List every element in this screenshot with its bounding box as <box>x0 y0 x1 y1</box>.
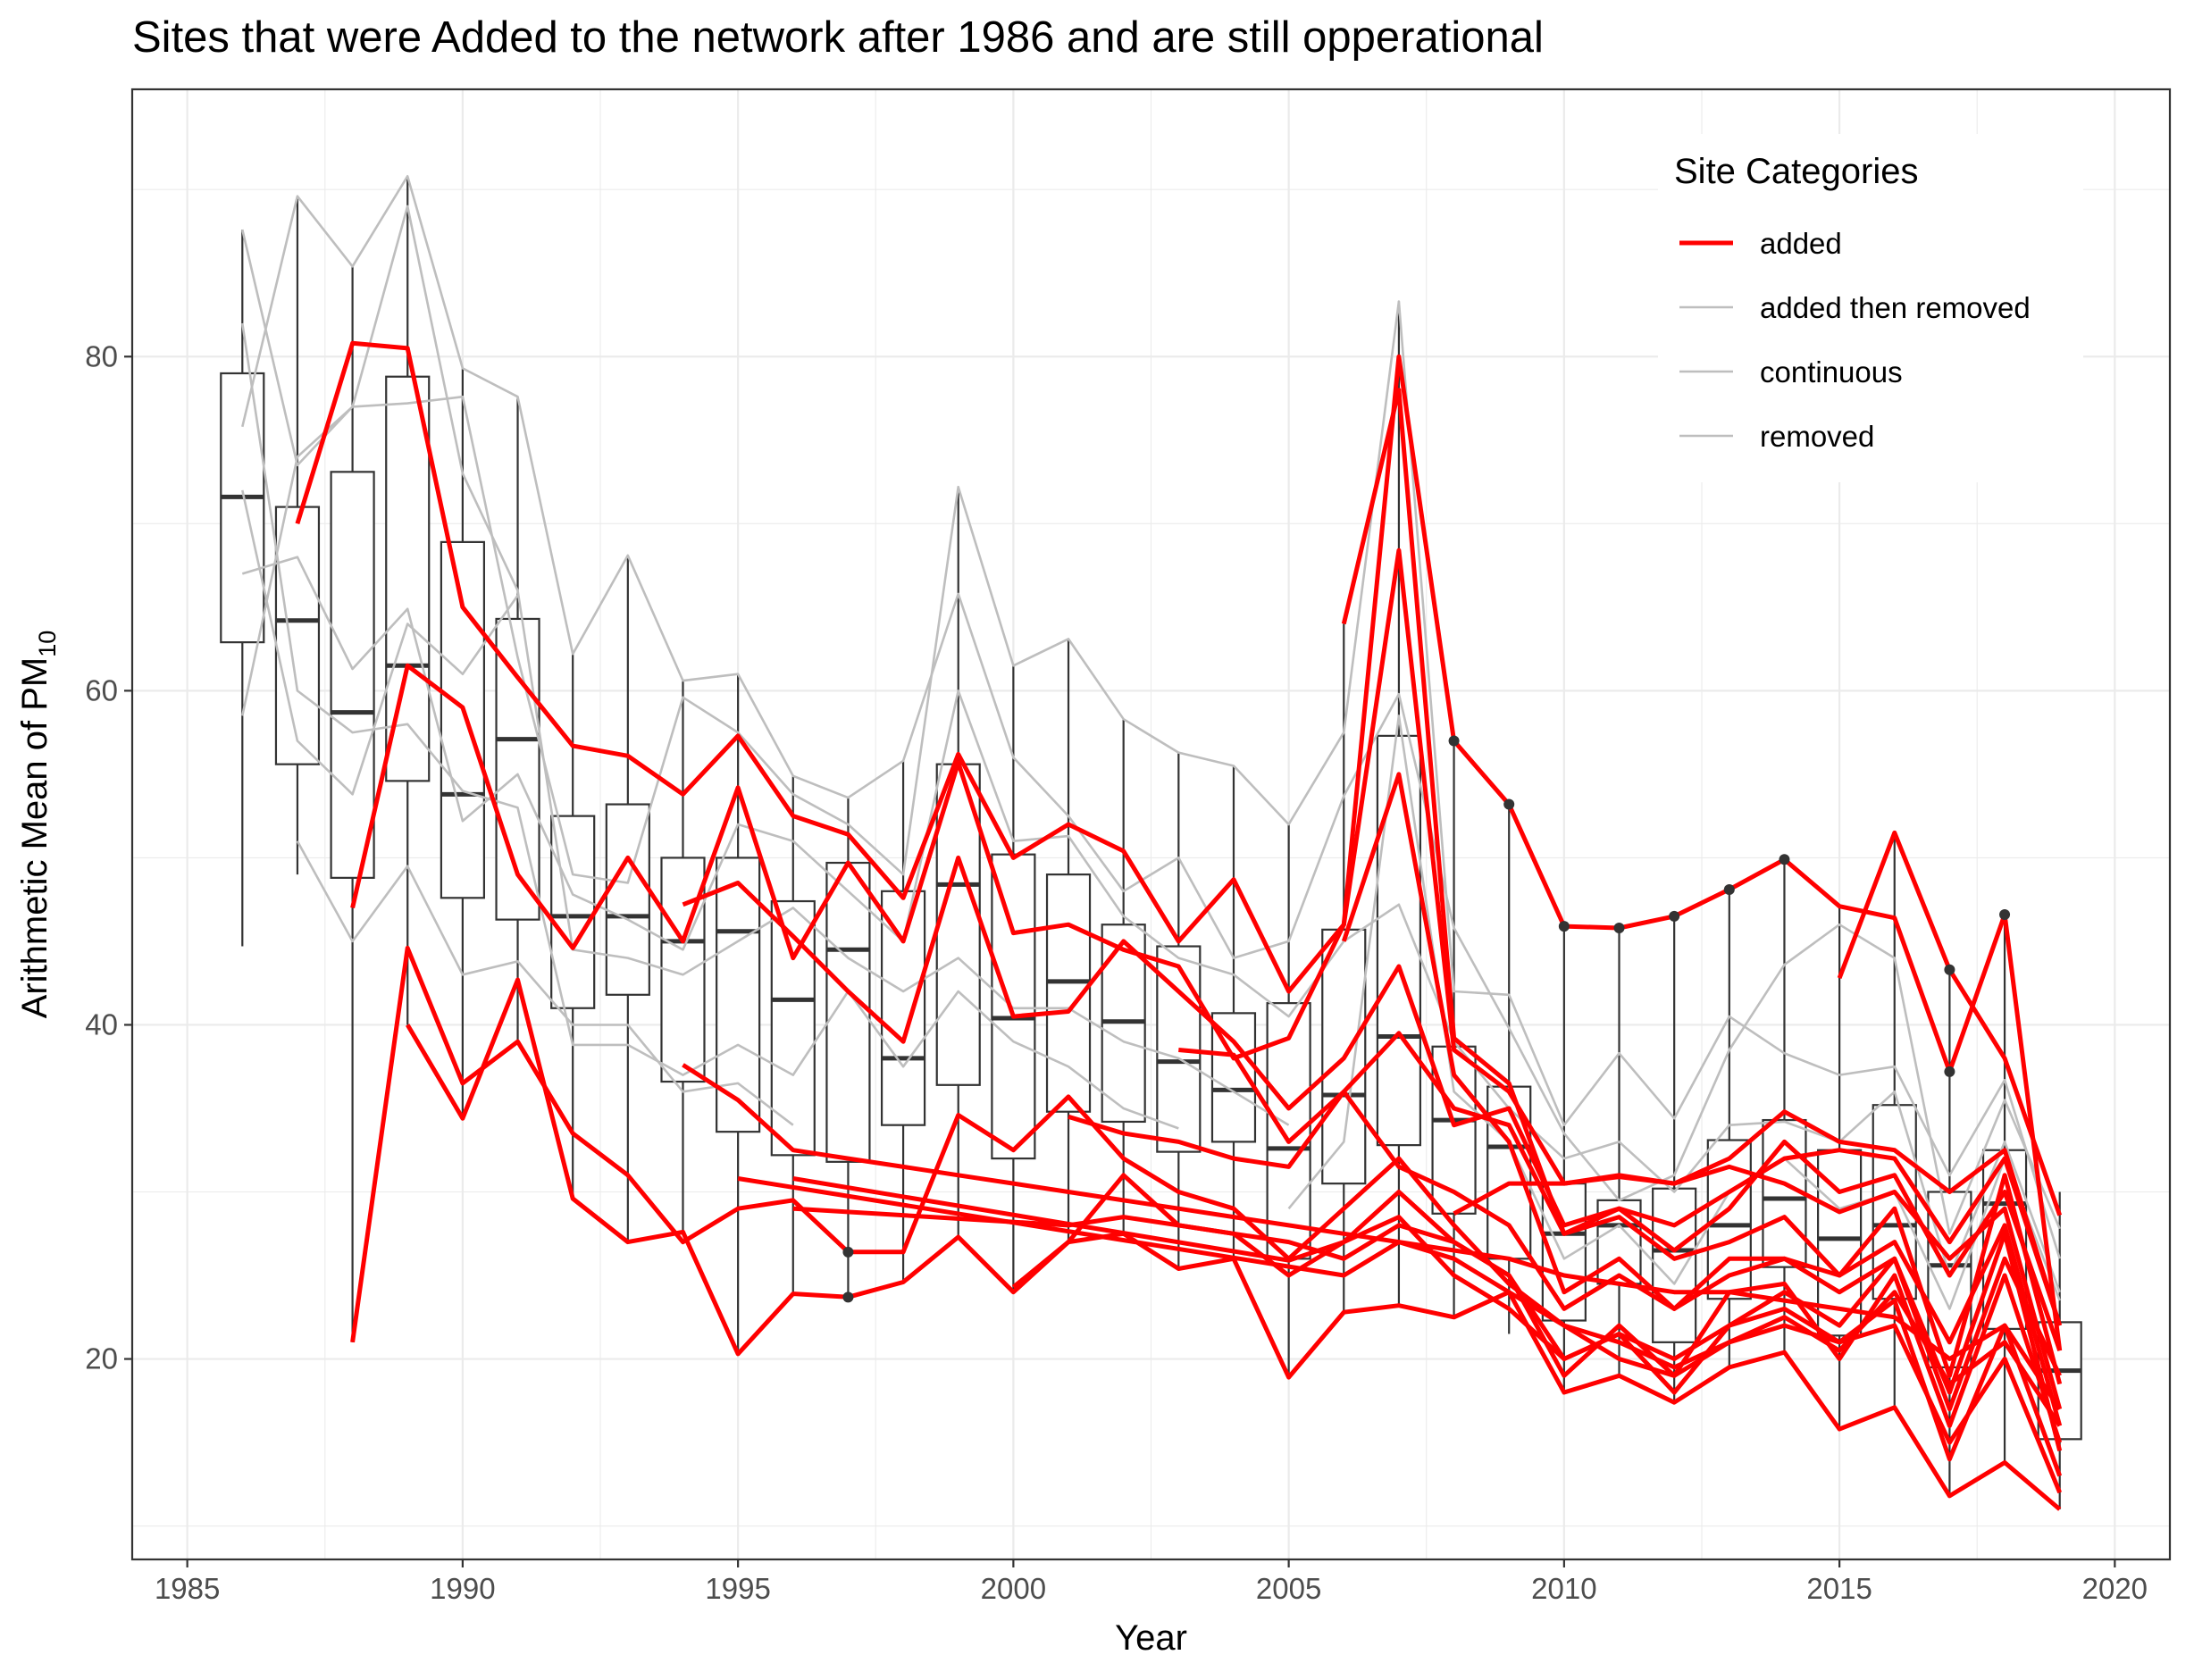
legend: Site Categories added added then removed c… <box>1658 134 2083 482</box>
boxplot-1993 <box>605 555 650 1242</box>
series-line-added-12 <box>1178 1048 2063 1427</box>
boxplot-box <box>880 890 926 1126</box>
outlier-point <box>1558 921 1570 932</box>
boxplot-1992 <box>550 654 596 1199</box>
legend-label-added: added <box>1760 227 1842 260</box>
boxplot-box <box>220 372 265 644</box>
series-line-added-5 <box>682 855 2063 1326</box>
boxplot-2001 <box>1045 639 1092 1242</box>
boxplot-box <box>1210 1012 1257 1143</box>
y-axis-title-main: Arithmetic Mean of PM <box>15 657 54 1019</box>
boxplot-1986 <box>220 230 265 947</box>
y-tick-label: 80 <box>85 339 118 372</box>
series-line-added-11 <box>1011 1173 2063 1452</box>
boxplot-2000 <box>991 665 1036 1292</box>
boxplot-1994 <box>660 681 706 1233</box>
x-axis-title: Year <box>1115 1618 1187 1658</box>
boxplot-box <box>330 471 375 879</box>
y-tick-label: 20 <box>85 1342 118 1375</box>
boxplot-box <box>440 540 485 899</box>
boxplot-2011 <box>1596 927 1642 1376</box>
series-line-other-3 <box>241 556 2061 1293</box>
outlier-point <box>1944 964 1955 975</box>
x-tick-label: 1995 <box>705 1572 770 1605</box>
legend-label-continuous: continuous <box>1760 355 1903 389</box>
chart-title: Sites that were Added to the network aft… <box>132 13 1544 62</box>
outlier-point <box>1448 735 1460 747</box>
y-axis-title: Arithmetic Mean of PM10 <box>15 631 61 1019</box>
series-line-other-7 <box>241 489 519 796</box>
series-line-added-13 <box>1341 388 2063 1385</box>
series-line-added-1 <box>295 340 2063 1351</box>
series-line-other-2 <box>241 175 2061 1235</box>
legend-entries: added added then removed continuous removed <box>1679 227 2031 453</box>
y-axis-title-subscript: 10 <box>34 631 61 657</box>
series-line-added-14 <box>1341 772 2062 1412</box>
series-line-added-8 <box>792 1176 2063 1477</box>
legend-label-added-then-removed: added then removed <box>1760 291 2031 324</box>
outlier-point <box>1779 854 1790 865</box>
x-tick-label: 2000 <box>981 1572 1046 1605</box>
boxplot-box <box>274 506 321 765</box>
boxplot-2004 <box>1210 765 1257 1259</box>
boxplot-2014 <box>1762 859 1807 1353</box>
x-tick-label: 2010 <box>1531 1572 1596 1605</box>
legend-label-removed: removed <box>1760 420 1874 453</box>
boxplot-1995 <box>716 673 761 1354</box>
x-tick-label: 1985 <box>155 1572 220 1605</box>
boxplot-box <box>550 815 596 1009</box>
series-line-other-4 <box>241 205 1290 1126</box>
x-tick-label: 1990 <box>430 1572 495 1605</box>
x-tick-label: 2020 <box>2082 1572 2148 1605</box>
series-line-added-2 <box>350 547 2063 1410</box>
outlier-point <box>842 1246 854 1258</box>
y-tick-label: 60 <box>85 673 118 706</box>
boxplot-2012 <box>1652 915 1697 1403</box>
boxplot-1999 <box>935 487 981 1238</box>
series-line-other-8 <box>1287 715 2061 1310</box>
outlier-point <box>1999 909 2011 921</box>
boxplot-2005 <box>1266 824 1311 1378</box>
series-line-added-16 <box>1453 1109 2063 1326</box>
boxplot-box <box>1045 873 1092 1113</box>
outlier-point <box>1613 922 1625 933</box>
x-tick-label: 2005 <box>1256 1572 1321 1605</box>
boxplot-1988 <box>330 266 375 1342</box>
boxplot-1998 <box>880 760 926 1283</box>
series-line-other-6 <box>296 840 794 1126</box>
outlier-point <box>1503 798 1515 810</box>
boxplot-box <box>1652 1187 1697 1343</box>
boxplot-1990 <box>440 368 485 1119</box>
panel-border <box>130 88 2172 1561</box>
legend-title: Site Categories <box>1674 152 1918 191</box>
added-sites-layer <box>295 340 2063 1511</box>
x-tick-label: 2015 <box>1806 1572 1872 1605</box>
outlier-point <box>1944 1066 1955 1077</box>
y-tick-label: 40 <box>85 1007 118 1041</box>
boxplot-box <box>991 853 1036 1160</box>
outlier-point <box>1669 910 1680 922</box>
other-sites-layer <box>241 175 2061 1310</box>
series-line-other-5 <box>241 322 1179 1130</box>
series-line-added-6 <box>682 1063 2062 1411</box>
outlier-point <box>1723 883 1735 895</box>
boxplot-box <box>935 763 981 1086</box>
boxplot-box <box>385 375 431 782</box>
boxplot-1987 <box>274 196 321 875</box>
series-line-added-3 <box>350 945 2062 1427</box>
outlier-point <box>842 1291 854 1303</box>
boxplot-1989 <box>385 176 431 1025</box>
outlier-layer <box>842 735 2011 1303</box>
boxplot-1997 <box>825 798 871 1298</box>
